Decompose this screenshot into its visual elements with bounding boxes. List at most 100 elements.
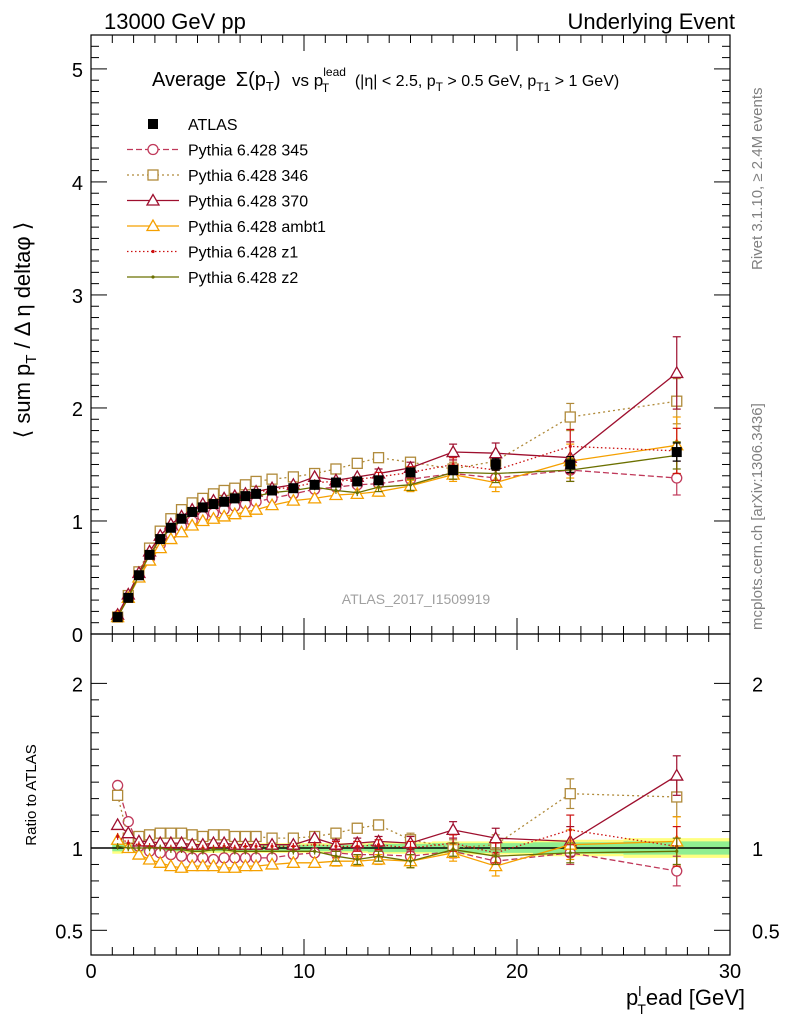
ratio-data-layer [110,755,684,887]
ratio-point [355,857,359,862]
main-y-tick-label: 0 [72,625,83,647]
main-series-p370 [110,336,684,620]
main-point [133,570,144,581]
ratio-point [291,844,295,848]
ratio-point [185,858,200,872]
ratio-y-tick-label-right: 0.5 [752,921,780,943]
ratio-point [233,849,237,853]
ratio-point [206,858,221,872]
ratio-point [195,858,210,872]
legend-label-z1: Pythia 6.428 z1 [188,245,298,262]
main-point [405,467,416,478]
main-y-tick-label: 5 [72,60,83,82]
main-point [176,513,187,524]
main-point [240,491,251,502]
main-point [669,365,684,379]
x-tick-label: 20 [506,961,528,983]
main-series-p346 [111,377,683,623]
main-point [219,496,230,507]
ratio-point [270,844,274,848]
ratio-point [313,849,317,853]
ratio-point [126,841,130,845]
legend-marker-z1 [151,249,155,254]
main-y-tick-label: 2 [72,399,83,421]
main-point [373,475,384,486]
legend-item-ATLAS: ATLAS [148,117,238,134]
main-panel: 0 1 2 3 4 5 [72,34,731,647]
ratio-y-axis-label: Ratio to ATLAS [23,744,40,845]
main-point [330,463,342,475]
ratio-point [376,854,381,858]
ratio-point [270,849,274,853]
legend-marker-ATLAS [148,119,158,129]
main-point [251,488,262,499]
header-left: 13000 GeV pp [104,9,246,34]
ratio-point [351,822,363,834]
legend-item-p370: Pythia 6.428 370 [127,193,308,211]
main-point [352,476,363,487]
ratio-y-tick-label-left: 1 [72,839,83,861]
main-point [671,447,682,458]
legend-marker-ambt1 [145,218,161,232]
legend-item-ambt1: Pythia 6.428 ambt1 [127,218,326,236]
main-point [217,509,232,522]
main-frame [90,34,731,635]
main-point [564,411,576,423]
main-y-tick-label: 1 [72,512,83,534]
ratio-panel: 0.5 0.51 12 2 0 10 20 30 [55,35,780,983]
main-series-ATLAS [112,442,682,623]
ratio-point [355,844,359,848]
ratio-point [147,846,152,850]
legend-label-p345: Pythia 6.428 345 [188,143,308,160]
main-point [195,513,210,527]
ratio-point [334,854,338,858]
ratio-point [111,789,124,801]
main-point [376,485,381,489]
ratio-point [568,828,572,832]
main-point [309,479,320,490]
ratio-point [110,817,125,831]
ratio-point [264,857,280,870]
analysis-watermark: ATLAS_2017_I1509919 [342,591,491,607]
legend-item-z2: Pythia 6.428 z2 [127,270,298,287]
ratio-point [494,854,498,858]
chart-title: Average Σ(pT) vs plead T (|η| < 2.5, pT >… [152,65,619,97]
ratio-point [227,860,242,873]
main-point [448,465,459,476]
x-axis: 0 10 20 30 [85,35,741,983]
main-point [565,459,576,470]
main-point [286,493,301,506]
ratio-point [243,844,248,848]
main-point [490,459,501,470]
main-point [206,511,221,524]
ratio-point [217,860,232,873]
ratio-point [111,779,124,792]
main-y-tick-label: 4 [72,173,83,195]
ratio-y-tick-label-right: 1 [752,839,763,861]
main-y-tick-label: 3 [72,286,83,308]
ratio-point [190,849,194,853]
ratio-point [163,858,178,872]
legend-label-ambt1: Pythia 6.428 ambt1 [188,219,326,236]
main-point [351,457,363,469]
ratio-point [675,849,679,853]
ratio-point [116,844,120,848]
ratio-point [669,768,684,781]
ratio-point [488,858,503,872]
ratio-point [408,846,413,850]
ratio-point [248,858,264,872]
legend-item-p346: Pythia 6.428 346 [127,168,308,185]
main-point [488,445,503,459]
main-point [372,452,385,464]
main-point [671,472,683,484]
ratio-point [174,860,189,873]
ratio-point [116,834,120,839]
main-point [163,531,178,545]
legend: ATLAS Pythia 6.428 345 Pythia 6.428 346 Pyt… [127,117,326,287]
ratio-point [201,849,205,853]
ratio-point [671,865,683,877]
rivet-label: Rivet 3.1.10, ≥ 2.4M events [749,88,766,271]
ratio-point [142,852,157,865]
ratio-point [169,848,173,852]
